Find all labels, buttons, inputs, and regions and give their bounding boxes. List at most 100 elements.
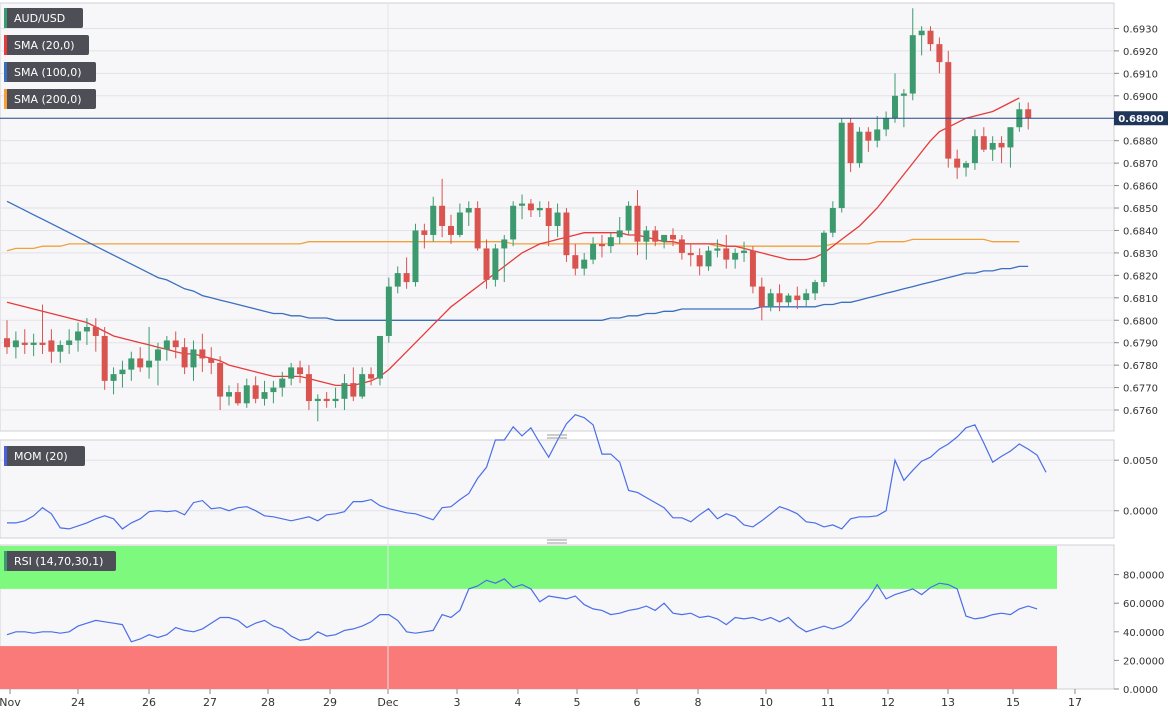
candle-body <box>749 250 756 287</box>
candle-body <box>883 118 890 130</box>
candle-body <box>519 203 526 206</box>
candle-bullish <box>57 340 64 363</box>
candle-body <box>563 212 570 256</box>
legend-rsi[interactable]: RSI (14,70,30,1) <box>4 551 116 571</box>
x-tick-label: 4 <box>515 696 522 709</box>
y-tick-label: 0.6830 <box>1123 249 1158 260</box>
candle-body <box>314 398 321 402</box>
candle-bearish <box>234 383 241 406</box>
candle-body <box>279 378 286 388</box>
candle-bearish <box>696 248 703 276</box>
legend-sma20-label: SMA (20,0) <box>14 39 75 52</box>
candle-bearish <box>252 376 259 404</box>
candle-body <box>785 295 792 303</box>
candle-body <box>652 230 659 242</box>
candle-body <box>696 255 703 267</box>
candle-body <box>288 367 295 379</box>
candle-bearish <box>563 208 570 262</box>
candle-body <box>376 335 383 379</box>
candle-bullish <box>226 385 232 406</box>
candle-body <box>909 35 916 94</box>
candle-bearish <box>448 214 454 244</box>
candle-bearish <box>483 239 490 289</box>
candle-body <box>261 392 268 399</box>
candle-bullish <box>883 111 890 137</box>
candle-bullish <box>359 367 366 399</box>
legend-sma100-label: SMA (100,0) <box>14 66 82 79</box>
rsi-oversold-zone <box>0 646 1057 689</box>
candle-bullish <box>643 225 650 260</box>
candle-bearish <box>936 37 943 74</box>
candle-bearish <box>572 243 579 276</box>
candle-bearish <box>39 304 46 354</box>
candle-bullish <box>332 387 339 408</box>
x-tick-label: 27 <box>203 696 217 709</box>
panel-resize-handle[interactable] <box>547 539 567 544</box>
y-tick-label: 0.0000 <box>1123 685 1158 696</box>
x-tick-label: 15 <box>1006 696 1020 709</box>
y-tick-label: 40.0000 <box>1123 628 1164 639</box>
y-tick-label: 0.6870 <box>1123 159 1158 170</box>
candle-bullish <box>30 333 37 357</box>
candle-bearish <box>776 284 783 312</box>
candle-bullish <box>492 243 499 287</box>
candle-body <box>625 205 632 231</box>
legend-mom[interactable]: MOM (20) <box>4 446 85 466</box>
x-tick-label: Dec <box>377 696 398 709</box>
candle-body <box>323 398 330 402</box>
candle-bullish <box>501 234 508 283</box>
candle-bullish <box>909 8 916 101</box>
legend-sma20[interactable]: SMA (20,0) <box>4 35 89 55</box>
candle-body <box>492 248 499 280</box>
candle-bullish <box>190 340 197 381</box>
candle-body <box>12 340 19 348</box>
candle-bearish <box>421 223 428 249</box>
candle-bullish <box>119 360 126 388</box>
candle-bullish <box>146 326 153 379</box>
candle-bearish <box>847 118 854 173</box>
candle-body <box>412 230 419 283</box>
candle-body <box>687 252 694 256</box>
candle-body <box>936 44 943 63</box>
legend-symbol[interactable]: AUD/USD <box>4 8 83 28</box>
candle-body <box>945 62 952 159</box>
candle-body <box>998 142 1005 148</box>
candle-body <box>527 203 534 211</box>
x-tick-label: 11 <box>821 696 835 709</box>
candle-body <box>989 142 996 150</box>
x-tick-label: 6 <box>634 696 641 709</box>
candle-body <box>856 131 863 164</box>
candle-bullish <box>581 252 588 276</box>
candle-bullish <box>279 371 286 397</box>
candle-body <box>501 239 508 249</box>
candle-bearish <box>1025 102 1032 130</box>
candle-body <box>21 342 28 345</box>
candle-body <box>270 387 277 393</box>
y-tick-label: 0.6920 <box>1123 47 1158 58</box>
current-price-value: 0.68900 <box>1118 114 1164 125</box>
x-tick-label: 26 <box>142 696 156 709</box>
x-axis: Nov 24 26 27 28 29 Dec 3 4 5 6 8 10 11 12 13 15 17 <box>0 689 1082 709</box>
candle-body <box>30 342 37 345</box>
candle-bullish <box>110 367 117 395</box>
candle-body <box>243 385 250 404</box>
candle-bullish <box>270 380 277 404</box>
candle-bullish <box>918 26 925 56</box>
candle-body <box>714 248 721 251</box>
legend-sma200[interactable]: SMA (200,0) <box>4 89 96 109</box>
legend-symbol-label: AUD/USD <box>14 12 65 25</box>
candle-bearish <box>758 277 765 321</box>
candle-body <box>803 293 810 301</box>
candle-body <box>172 340 179 348</box>
panel-resize-handle[interactable] <box>547 434 567 439</box>
candle-bearish <box>181 338 188 375</box>
rsi-overbought-zone <box>0 546 1057 589</box>
candle-bearish <box>749 246 756 294</box>
candle-body <box>181 347 188 368</box>
legend-sma100[interactable]: SMA (100,0) <box>4 62 96 82</box>
candle-body <box>146 360 153 368</box>
candle-bearish <box>670 228 676 247</box>
candle-body <box>430 205 437 235</box>
candle-bullish <box>616 217 623 244</box>
